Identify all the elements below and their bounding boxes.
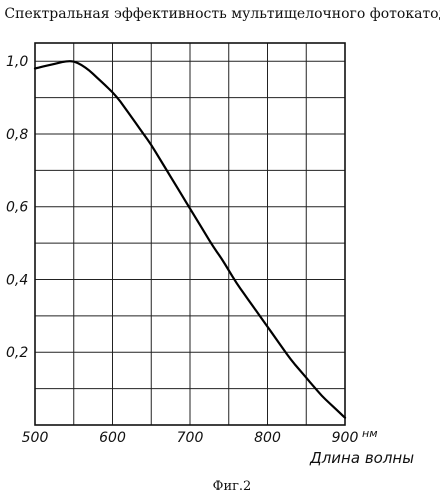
x-unit-label: нм xyxy=(362,427,378,440)
x-tick-label: 800 xyxy=(254,430,281,446)
y-tick-label: 0,6 xyxy=(6,200,28,216)
y-tick-label: 1,0 xyxy=(6,54,28,70)
figure-caption: Фиг.2 xyxy=(213,479,252,494)
x-tick-label: 900 xyxy=(332,430,359,446)
x-tick-label: 600 xyxy=(99,430,126,446)
y-tick-label: 0,4 xyxy=(6,272,28,288)
x-tick-label: 500 xyxy=(22,430,49,446)
y-tick-label: 0,8 xyxy=(6,127,28,143)
chart-title: Спектральная эффективность мультищелочно… xyxy=(4,6,440,22)
x-tick-labels: 500 600 700 800 900 xyxy=(22,430,359,446)
y-tick-label: 0,2 xyxy=(6,345,28,361)
x-tick-label: 700 xyxy=(177,430,204,446)
x-axis-label: Длина волны xyxy=(309,449,414,467)
y-tick-labels: 1,0 0,8 0,6 0,4 0,2 xyxy=(6,54,28,361)
